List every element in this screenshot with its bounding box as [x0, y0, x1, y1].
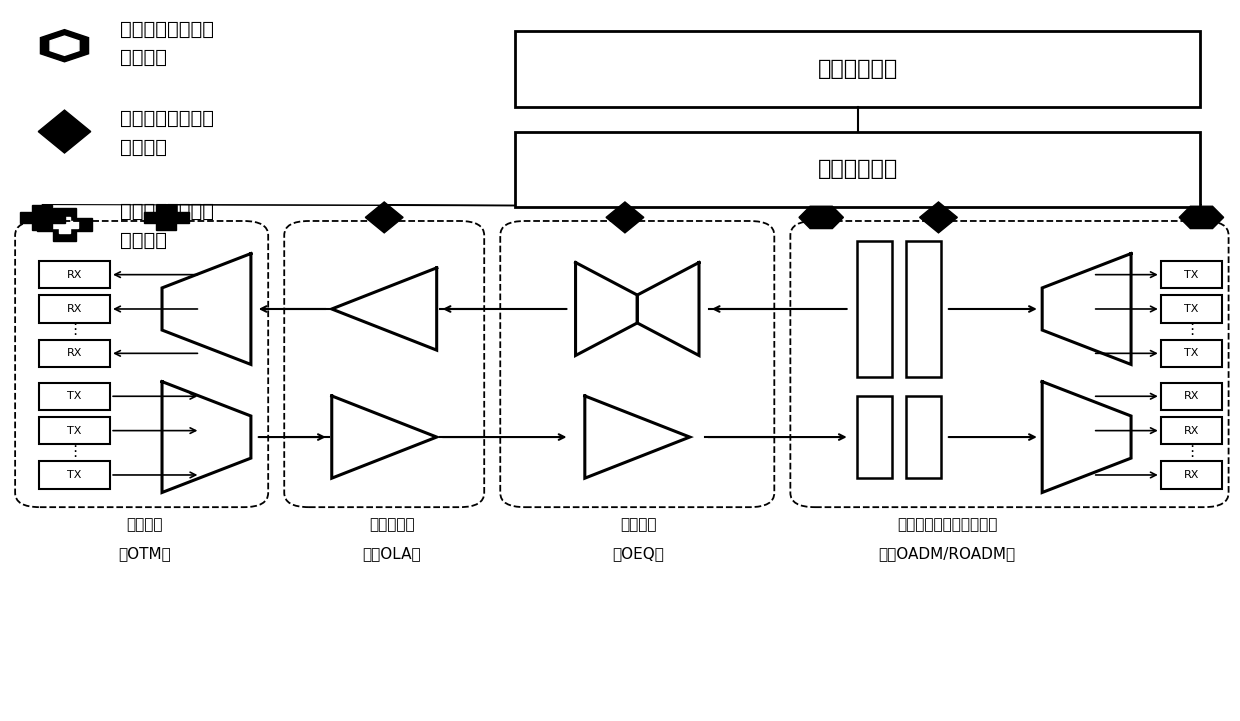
Polygon shape — [58, 216, 71, 233]
Polygon shape — [41, 30, 88, 62]
Bar — [857, 241, 892, 377]
Text: 站（OADM/ROADM）: 站（OADM/ROADM） — [879, 547, 1016, 561]
Bar — [1161, 296, 1223, 322]
Text: 波长光通道误码率: 波长光通道误码率 — [120, 19, 215, 39]
Bar — [515, 131, 1200, 207]
Bar — [1161, 461, 1223, 489]
Text: 站（OLA）: 站（OLA） — [362, 547, 420, 561]
Text: ⋮: ⋮ — [67, 444, 82, 459]
Text: TX: TX — [1184, 304, 1199, 314]
Text: 网络管理单元: 网络管理单元 — [817, 59, 898, 79]
Text: RX: RX — [1184, 392, 1199, 402]
Bar — [1161, 261, 1223, 288]
Polygon shape — [37, 218, 92, 231]
Text: 采集单元: 采集单元 — [120, 138, 167, 156]
Text: 采集单元: 采集单元 — [120, 48, 167, 67]
Bar — [38, 296, 110, 322]
Bar — [906, 396, 941, 478]
Text: TX: TX — [67, 425, 82, 435]
Text: RX: RX — [1184, 470, 1199, 480]
Polygon shape — [606, 202, 644, 233]
Text: RX: RX — [67, 348, 82, 358]
Bar — [38, 340, 110, 367]
Bar — [1161, 340, 1223, 367]
Polygon shape — [38, 110, 91, 153]
Text: ⋮: ⋮ — [1184, 322, 1199, 337]
Text: 光均衡站: 光均衡站 — [620, 518, 657, 533]
Bar — [38, 261, 110, 288]
Text: TX: TX — [67, 470, 82, 480]
Text: 群路光通道光功率: 群路光通道光功率 — [120, 202, 215, 221]
Bar — [857, 396, 892, 478]
Polygon shape — [144, 212, 188, 224]
Bar — [38, 383, 110, 410]
Polygon shape — [20, 212, 64, 224]
Text: TX: TX — [1184, 348, 1199, 358]
Text: RX: RX — [67, 304, 82, 314]
Text: 光线路放大: 光线路放大 — [368, 518, 414, 533]
Polygon shape — [1179, 206, 1224, 229]
Bar — [38, 461, 110, 489]
Text: ⋮: ⋮ — [1184, 444, 1199, 459]
Polygon shape — [32, 205, 52, 230]
Polygon shape — [920, 202, 957, 233]
Text: ⋮: ⋮ — [67, 322, 82, 337]
Text: TX: TX — [67, 392, 82, 402]
Text: （可重构）光上下路复用: （可重构）光上下路复用 — [897, 518, 997, 533]
Text: （OTM）: （OTM） — [118, 547, 171, 561]
Polygon shape — [799, 206, 843, 229]
Polygon shape — [366, 202, 403, 233]
Text: RX: RX — [1184, 425, 1199, 435]
Polygon shape — [53, 208, 76, 241]
Polygon shape — [51, 221, 78, 228]
Bar — [906, 241, 941, 377]
Bar — [1161, 417, 1223, 444]
Text: 波长光通道光功率: 波长光通道光功率 — [120, 109, 215, 128]
Bar — [515, 32, 1200, 107]
Text: 光终端站: 光终端站 — [126, 518, 162, 533]
Bar — [1161, 383, 1223, 410]
Text: 网元管理单元: 网元管理单元 — [817, 159, 898, 179]
Text: TX: TX — [1184, 270, 1199, 280]
Text: RX: RX — [67, 270, 82, 280]
Bar — [38, 417, 110, 444]
Polygon shape — [156, 205, 176, 230]
Text: （OEQ）: （OEQ） — [613, 547, 665, 561]
Polygon shape — [50, 36, 79, 56]
Text: 采集单元: 采集单元 — [120, 231, 167, 249]
